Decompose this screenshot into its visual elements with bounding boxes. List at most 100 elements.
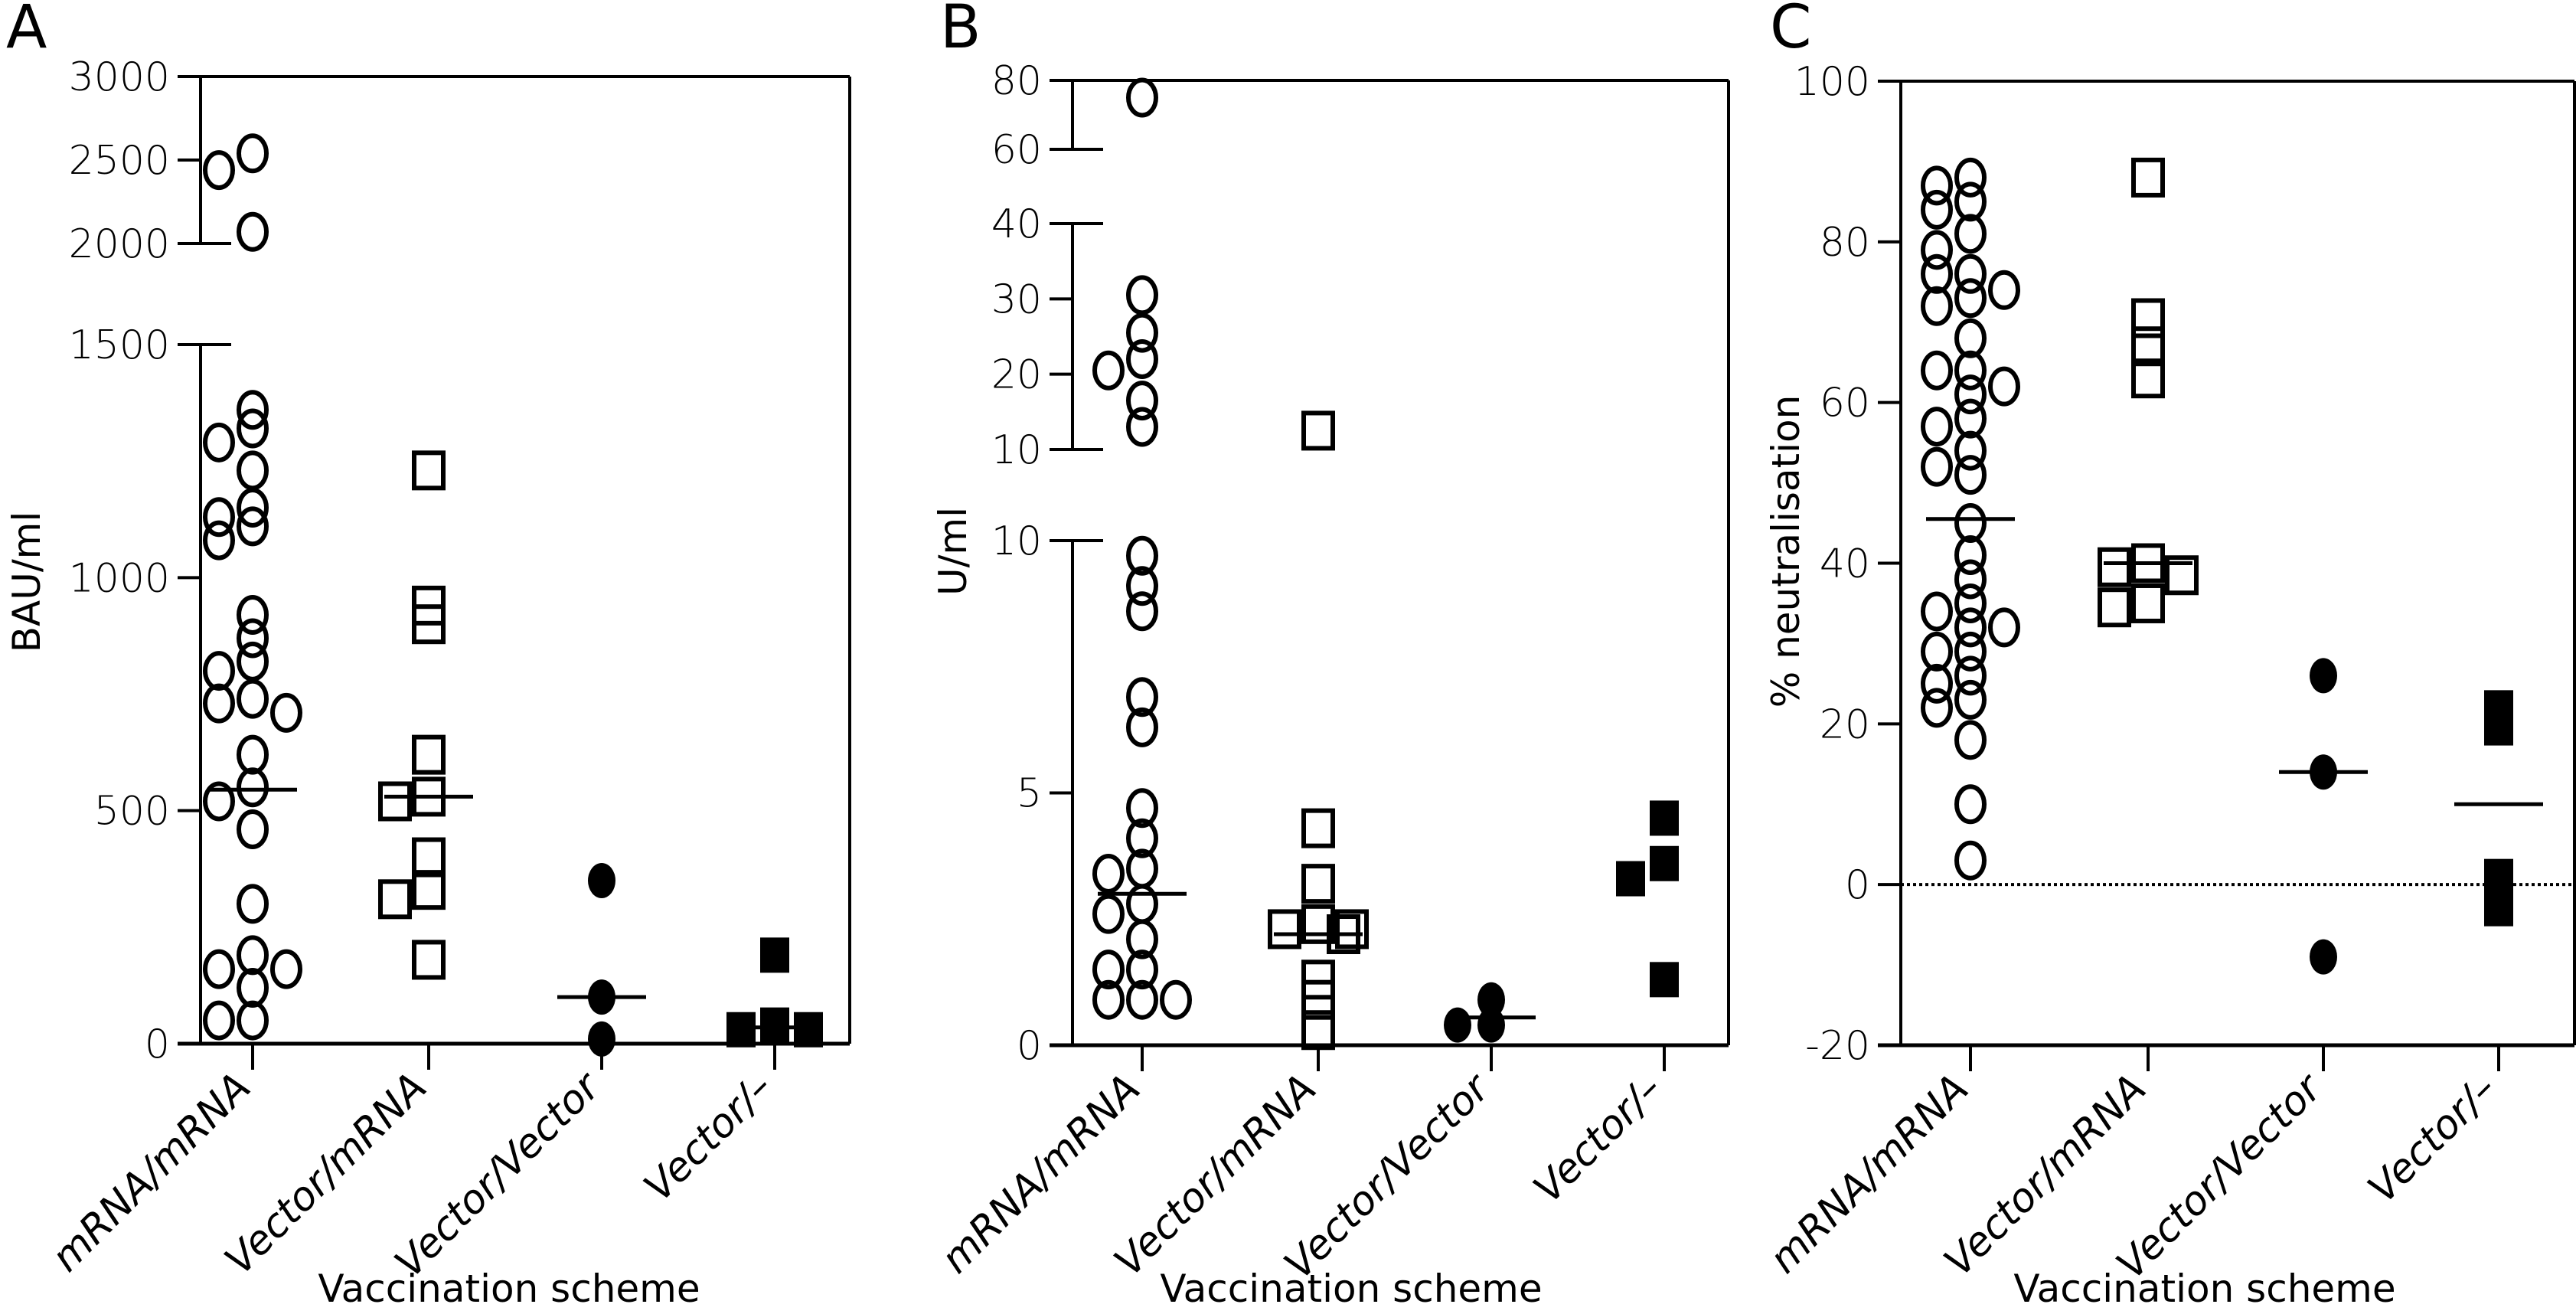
data-point-open-circle (1921, 350, 1953, 391)
x-axis-title: Vaccination scheme (1160, 1267, 1542, 1311)
y-tick-label: 20 (1820, 701, 1870, 747)
x-tick-label: Vector/– (635, 1064, 782, 1211)
data-point-open-circle (1988, 270, 2020, 310)
data-point-filled-square (726, 1012, 756, 1048)
y-tick-label: 10 (991, 427, 1042, 473)
data-point-open-circle (237, 133, 269, 174)
data-point-open-circle (1954, 318, 1987, 358)
data-point-open-square (2131, 157, 2165, 198)
y-tick-label: 40 (1820, 541, 1870, 587)
y-tick-label: 100 (1794, 59, 1870, 105)
data-point-filled-circle (588, 862, 615, 898)
data-point-open-square (412, 734, 446, 775)
data-point-open-circle (1092, 894, 1125, 934)
data-point-open-circle (1954, 350, 1987, 391)
data-point-open-circle (237, 935, 269, 976)
data-point-open-circle (1954, 157, 1987, 198)
data-point-open-circle (1921, 165, 1953, 206)
y-tick-label: 80 (991, 58, 1042, 104)
data-point-open-circle (237, 809, 269, 850)
y-tick-label: 2500 (69, 138, 170, 184)
data-point-open-circle (203, 497, 235, 538)
data-point-open-square (2098, 587, 2131, 628)
y-axis-title: U/ml (931, 507, 975, 596)
data-point-open-square (1301, 864, 1335, 904)
data-point-open-circle (270, 949, 302, 989)
panel-letter-a: A (6, 0, 47, 62)
data-point-open-circle (1954, 253, 1987, 294)
data-point-open-circle (237, 967, 269, 1008)
data-point-open-square (1301, 1010, 1335, 1051)
data-point-open-square (2131, 326, 2165, 367)
y-tick-label: 1000 (69, 555, 170, 601)
data-point-filled-square (2484, 710, 2513, 746)
data-point-open-circle (237, 618, 269, 659)
panel-letter-c: C (1770, 0, 1811, 62)
data-point-open-square (1335, 909, 1369, 950)
data-point-open-circle (1954, 607, 1987, 648)
data-point-open-circle (1954, 430, 1987, 471)
data-point-open-circle (237, 506, 269, 547)
data-point-open-square (1301, 959, 1335, 1000)
y-axis-title: % neutralisation (1764, 395, 1808, 708)
data-point-open-circle (203, 1000, 235, 1041)
data-point-filled-square (2484, 891, 2513, 927)
data-point-open-circle (1126, 407, 1158, 447)
data-point-open-square (1301, 410, 1335, 451)
data-point-open-circle (1921, 446, 1953, 487)
data-point-open-circle (1954, 181, 1987, 222)
data-point-filled-square (1650, 962, 1679, 998)
y-tick-label: 80 (1820, 220, 1870, 266)
data-point-open-circle (1921, 253, 1953, 294)
data-point-open-square (412, 604, 446, 645)
data-point-open-square (412, 837, 446, 878)
y-tick-label: 500 (94, 789, 170, 835)
panel-a: A 050010001500200025003000mRNA/mRNAVecto… (5, 0, 851, 1311)
data-point-open-circle (1954, 840, 1987, 881)
y-tick-label: 3000 (69, 54, 170, 100)
data-point-open-square (378, 879, 412, 920)
y-tick-label: 5 (1017, 771, 1042, 817)
data-point-open-circle (1921, 189, 1953, 230)
data-point-filled-square (794, 1012, 823, 1048)
data-point-open-circle (1921, 688, 1953, 728)
data-point-open-square (2131, 358, 2165, 399)
y-axis-title: BAU/ml (5, 512, 49, 653)
data-point-open-circle (1126, 677, 1158, 717)
data-point-filled-circle (2310, 939, 2337, 975)
y-tick-label: 60 (991, 127, 1042, 173)
data-point-filled-circle (1477, 1007, 1505, 1043)
data-point-open-circle (237, 408, 269, 449)
data-point-open-circle (1921, 631, 1953, 672)
data-point-open-square (412, 940, 446, 980)
y-tick-label: 60 (1820, 381, 1870, 427)
data-point-open-circle (1126, 919, 1158, 959)
data-point-open-circle (1126, 566, 1158, 606)
data-point-open-circle (1954, 503, 1987, 544)
data-point-open-circle (203, 781, 235, 822)
y-tick-label: 10 (991, 518, 1042, 564)
data-point-open-circle (203, 422, 235, 463)
data-point-open-circle (203, 150, 235, 191)
y-tick-label: 2000 (69, 221, 170, 267)
data-point-open-circle (1126, 339, 1158, 379)
data-point-filled-square (760, 937, 789, 973)
panel-letter-b: B (940, 0, 981, 62)
data-point-open-circle (203, 683, 235, 724)
data-point-open-circle (237, 678, 269, 719)
data-point-open-square (412, 870, 446, 910)
y-tick-label: -20 (1805, 1023, 1870, 1069)
data-point-open-circle (1954, 535, 1987, 576)
data-point-open-circle (1126, 788, 1158, 829)
data-point-open-square (412, 450, 446, 491)
data-point-filled-square (2484, 858, 2513, 894)
data-point-open-square (378, 781, 412, 822)
data-point-filled-square (1616, 861, 1645, 897)
data-point-open-circle (237, 641, 269, 682)
data-point-open-square (2165, 555, 2199, 596)
data-point-filled-square (1650, 800, 1679, 836)
data-point-open-circle (1954, 455, 1987, 495)
data-point-open-circle (270, 692, 302, 733)
data-point-open-circle (1126, 312, 1158, 353)
